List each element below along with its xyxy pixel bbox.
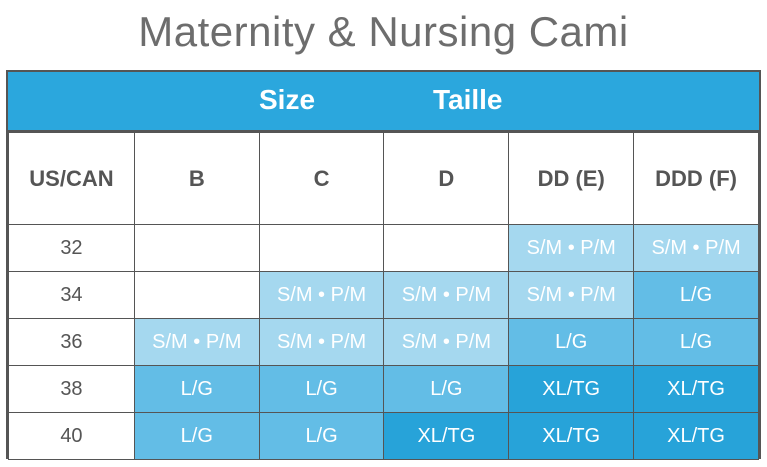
band-size-cell: 34 — [8, 271, 135, 319]
size-cell: L/G — [133, 412, 260, 460]
size-cell: S/M • P/M — [633, 224, 759, 272]
size-cell — [133, 224, 260, 272]
column-header-dd: DD (E) — [508, 132, 635, 225]
column-header-b: B — [133, 132, 260, 225]
size-cell: XL/TG — [508, 412, 635, 460]
column-header-row: US/CAN B C D DD (E) DDD (F) — [8, 132, 759, 225]
table-row: 34 S/M • P/M S/M • P/M S/M • P/M L/G — [8, 271, 759, 319]
size-cell: S/M • P/M — [258, 318, 385, 366]
size-table: US/CAN B C D DD (E) DDD (F) 32 S/M • P/M… — [8, 132, 759, 460]
size-cell — [258, 224, 385, 272]
size-cell: S/M • P/M — [383, 271, 510, 319]
page-title: Maternity & Nursing Cami — [138, 8, 629, 55]
size-cell: L/G — [258, 365, 385, 413]
column-header-d: D — [383, 132, 510, 225]
table-row: 36 S/M • P/M S/M • P/M S/M • P/M L/G L/G — [8, 318, 759, 366]
size-cell: XL/TG — [633, 412, 759, 460]
size-cell: L/G — [383, 365, 510, 413]
size-cell — [133, 271, 260, 319]
size-label: Size — [259, 84, 316, 115]
size-cell: L/G — [633, 318, 759, 366]
size-cell — [383, 224, 510, 272]
size-cell: L/G — [508, 318, 635, 366]
size-cell: XL/TG — [633, 365, 759, 413]
band-size-cell: 40 — [8, 412, 135, 460]
band-size-cell: 32 — [8, 224, 135, 272]
taille-label: Taille — [433, 84, 503, 115]
size-cell: L/G — [258, 412, 385, 460]
table-row: 38 L/G L/G L/G XL/TG XL/TG — [8, 365, 759, 413]
column-header-ddd: DDD (F) — [633, 132, 759, 225]
column-header-us-can: US/CAN — [8, 132, 135, 225]
size-header-band: Size Taille — [8, 72, 759, 132]
size-cell: S/M • P/M — [383, 318, 510, 366]
size-cell: L/G — [633, 271, 759, 319]
size-cell: S/M • P/M — [508, 271, 635, 319]
size-cell: XL/TG — [508, 365, 635, 413]
table-row: 40 L/G L/G XL/TG XL/TG XL/TG — [8, 412, 759, 460]
table-row: 32 S/M • P/M S/M • P/M — [8, 224, 759, 272]
size-cell: XL/TG — [383, 412, 510, 460]
band-size-cell: 38 — [8, 365, 135, 413]
size-cell: S/M • P/M — [508, 224, 635, 272]
size-cell: L/G — [133, 365, 260, 413]
band-size-cell: 36 — [8, 318, 135, 366]
column-header-c: C — [258, 132, 385, 225]
size-cell: S/M • P/M — [133, 318, 260, 366]
size-chart: Size Taille US/CAN B C D DD (E) DDD (F) … — [6, 70, 761, 460]
size-cell: S/M • P/M — [258, 271, 385, 319]
